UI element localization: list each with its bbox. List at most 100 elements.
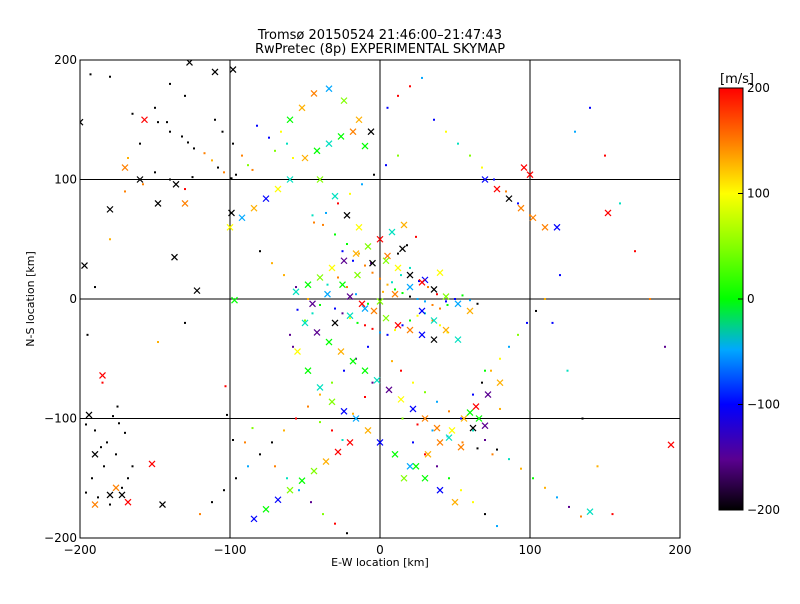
data-point-dot — [341, 250, 344, 253]
data-point-dot — [191, 176, 194, 179]
data-point-cross — [354, 271, 361, 279]
data-point-cross — [325, 140, 333, 148]
data-point-cross — [406, 326, 414, 334]
data-point-dot — [169, 178, 171, 181]
data-point-cross — [364, 427, 372, 434]
data-point-dot — [112, 415, 114, 418]
data-point-dot — [436, 400, 438, 403]
data-point-dot — [322, 223, 324, 226]
data-point-dot — [446, 303, 449, 306]
data-point-cross — [430, 286, 438, 293]
data-point-dot — [505, 190, 507, 193]
data-point-cross — [454, 336, 462, 344]
data-point-dot — [203, 152, 206, 155]
y-axis-ticks: −200 −100 0 100 200 — [44, 53, 77, 545]
data-point-cross — [394, 321, 402, 329]
data-point-dot — [472, 393, 474, 396]
data-point-dot — [94, 429, 96, 432]
data-point-cross — [340, 97, 348, 105]
data-point-cross — [400, 221, 408, 229]
data-point-dot — [251, 427, 254, 430]
data-point-cross — [412, 462, 420, 470]
data-point-cross — [310, 467, 318, 475]
data-point-dot — [535, 309, 537, 312]
data-point-dot — [416, 423, 419, 426]
data-point-dot — [274, 465, 276, 468]
data-point-dot — [409, 319, 411, 322]
data-point-cross — [328, 398, 336, 406]
data-point-dot — [551, 321, 554, 324]
data-point-dot — [271, 262, 273, 265]
data-point-cross — [454, 300, 462, 308]
data-point-cross — [274, 496, 282, 504]
colorbar-ticks: 200 100 0 −100 −200 — [738, 81, 780, 517]
data-point-dot — [289, 333, 291, 336]
data-point-dot — [109, 238, 111, 241]
data-point-dot — [382, 290, 384, 293]
data-point-dot — [424, 453, 426, 456]
data-point-dot — [580, 515, 582, 518]
data-point-dot — [349, 192, 351, 195]
data-point-cross — [355, 116, 363, 124]
data-point-cross — [481, 422, 489, 430]
data-point-dot — [409, 85, 411, 88]
data-point-dot — [508, 345, 510, 348]
data-point-dot — [292, 345, 294, 348]
colorbar-tick-label: 200 — [747, 81, 770, 95]
data-point-dot — [457, 142, 459, 145]
data-point-cross — [475, 415, 483, 422]
data-point-dot — [109, 75, 111, 78]
data-point-cross — [367, 128, 375, 136]
data-point-dot — [346, 243, 348, 246]
data-point-dot — [370, 262, 372, 265]
data-point-cross — [331, 192, 339, 200]
data-point-dot — [259, 250, 261, 253]
data-point-cross — [352, 415, 360, 422]
data-point-dot — [490, 369, 492, 372]
data-point-cross — [99, 372, 106, 379]
data-point-cross — [406, 271, 414, 279]
data-point-cross — [346, 312, 354, 320]
data-point-dot — [85, 423, 87, 426]
data-point-dot — [184, 188, 186, 191]
data-point-cross — [294, 348, 301, 356]
data-point-dot — [454, 298, 456, 300]
data-point-cross — [406, 283, 414, 291]
data-point-cross — [520, 164, 528, 171]
data-point-dot — [109, 503, 111, 506]
data-point-cross — [388, 228, 396, 236]
data-point-dot — [334, 307, 336, 310]
data-point-dot — [349, 317, 351, 320]
data-point-cross — [340, 407, 348, 415]
data-point-dot — [224, 385, 227, 388]
data-point-dot — [664, 345, 666, 348]
data-point-cross — [310, 90, 318, 97]
data-point-dot — [341, 439, 344, 442]
x-tick-label: 100 — [519, 543, 542, 557]
data-point-cross — [226, 223, 234, 231]
data-point-cross — [436, 269, 444, 277]
data-point-dot — [371, 381, 374, 384]
data-point-cross — [421, 415, 429, 422]
data-point-dot — [244, 441, 246, 444]
data-point-cross — [361, 142, 369, 150]
data-point-dot — [235, 477, 237, 480]
data-point-cross — [553, 223, 561, 231]
colorbar-tick-label: −200 — [747, 503, 780, 517]
data-point-dot — [409, 295, 411, 298]
data-point-dot — [484, 439, 486, 442]
data-point-cross — [292, 288, 300, 296]
data-point-cross — [229, 66, 237, 73]
chart-title: Tromsø 20150524 21:46:00–21:47:43 — [257, 28, 502, 43]
data-point-dot — [412, 381, 414, 384]
data-point-cross — [376, 235, 384, 243]
data-point-cross — [424, 450, 432, 458]
data-point-cross — [493, 185, 501, 193]
data-point-dot — [544, 486, 546, 489]
data-point-cross — [141, 116, 148, 124]
data-point-dot — [391, 360, 393, 363]
data-point-dot — [211, 159, 213, 162]
data-point-dot — [517, 202, 519, 205]
data-point-dot — [448, 410, 450, 413]
data-point-cross — [274, 185, 282, 193]
